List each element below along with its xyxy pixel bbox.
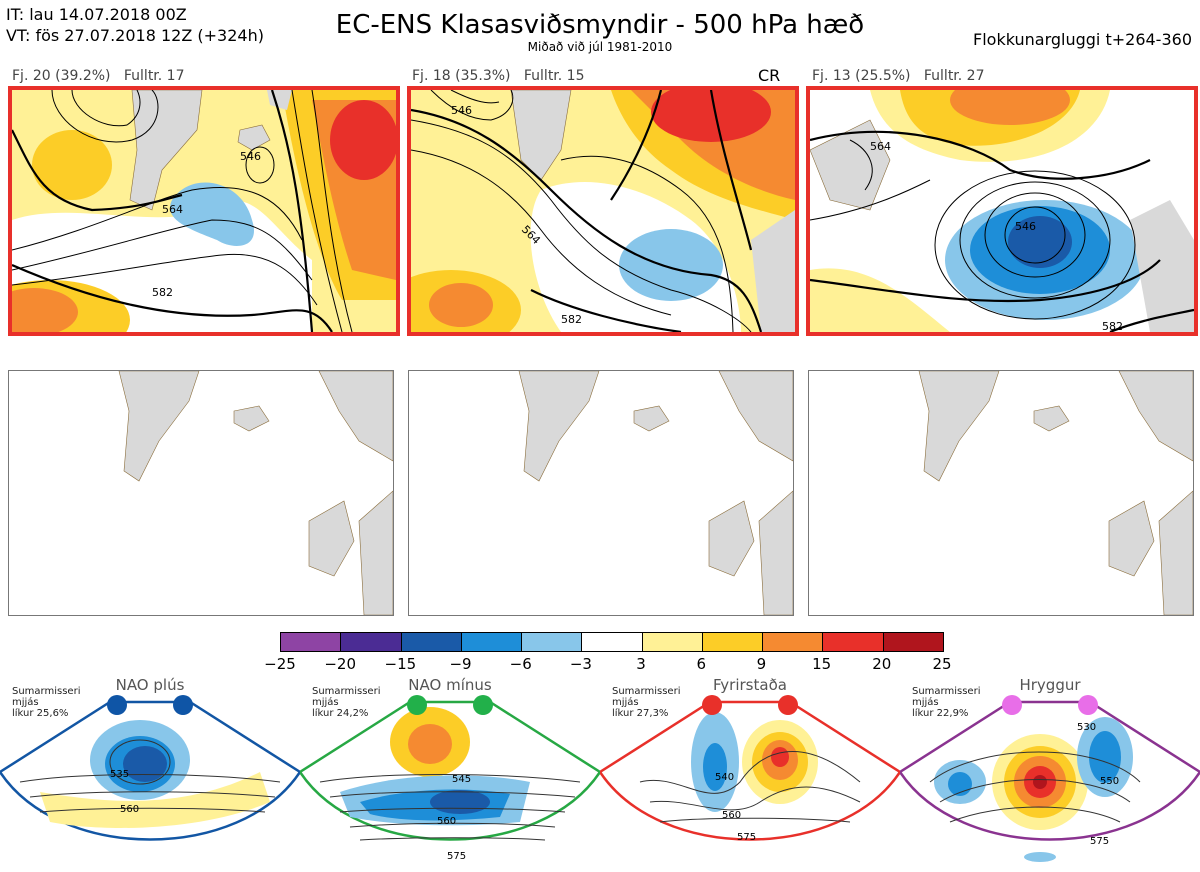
regime-contour-label: 540 bbox=[715, 772, 734, 783]
initial-time: IT: lau 14.07.2018 00Z bbox=[6, 5, 187, 24]
regime-note: Sumarmisseri mjjás líkur 22,9% bbox=[912, 686, 981, 719]
colorbar-swatch bbox=[763, 633, 824, 651]
colorbar-ticks: −25 −20 −15 −9 −6 −3 3 6 9 15 20 25 bbox=[260, 655, 960, 675]
regime-contour-label: 550 bbox=[1100, 776, 1119, 787]
cluster-1-contour-label: 564 bbox=[162, 203, 183, 216]
cluster-2-contour-label: 546 bbox=[451, 104, 472, 117]
regime-contour-label: 545 bbox=[452, 774, 471, 785]
regime-note: Sumarmisseri mjjás líkur 25,6% bbox=[12, 686, 81, 719]
colorbar-swatch bbox=[522, 633, 583, 651]
regime-contour-label: 575 bbox=[447, 851, 466, 862]
cluster-3-contour-label: 546 bbox=[1015, 220, 1036, 233]
colorbar-tick-label: 20 bbox=[872, 655, 892, 673]
cluster-3-contour-label: 582 bbox=[1102, 320, 1123, 332]
basemap-2 bbox=[408, 370, 794, 616]
page-title: EC-ENS Klasasviðsmyndir - 500 hPa hæð bbox=[335, 10, 865, 40]
regime-nao-plus: 535 560 NAO plús Sumarmisseri mjjás líkur … bbox=[0, 672, 300, 872]
regime-contour-label: 560 bbox=[120, 804, 139, 815]
regime-contour-label: 575 bbox=[1090, 836, 1109, 847]
colorbar-swatch bbox=[582, 633, 643, 651]
cluster-3-rep: Fulltr. 27 bbox=[923, 68, 985, 84]
colorbar-tick-label: −25 bbox=[264, 655, 296, 673]
colorbar-tick-label: −6 bbox=[509, 655, 532, 673]
colorbar-tick-label: 6 bbox=[696, 655, 707, 673]
regime-dot bbox=[702, 695, 722, 715]
regime-name: NAO plús bbox=[115, 676, 185, 694]
regime-name: NAO mínus bbox=[408, 676, 492, 694]
colorbar-swatch bbox=[823, 633, 884, 651]
regime-dot bbox=[778, 695, 798, 715]
regime-ridge: 530 550 575 Hryggur Sumarmisseri mjjás lík… bbox=[900, 672, 1200, 872]
cluster-1-map: 564 582 546 bbox=[8, 86, 400, 336]
cluster-1-rep: Fulltr. 17 bbox=[123, 68, 185, 84]
regime-blocking: 540 560 575 Fyrirstaða Sumarmisseri mjjás… bbox=[600, 672, 900, 872]
cluster-3-size: Fj. 13 (25.5%) bbox=[812, 68, 911, 84]
colorbar-swatch bbox=[401, 633, 462, 651]
cluster-2-rep: Fulltr. 15 bbox=[523, 68, 585, 84]
colorbar bbox=[280, 632, 944, 652]
cluster-3-contour-label: 564 bbox=[870, 140, 891, 153]
classification-window: Flokkunargluggi t+264-360 bbox=[973, 30, 1192, 49]
cluster-2-label: Fj. 18 (35.3%) Fulltr. 15 bbox=[412, 68, 585, 84]
cluster-1-label: Fj. 20 (39.2%) Fulltr. 17 bbox=[12, 68, 185, 84]
colorbar-tick-label: 3 bbox=[636, 655, 646, 673]
regime-contour-label: 535 bbox=[110, 769, 129, 780]
regime-name: Hryggur bbox=[1019, 676, 1081, 694]
regime-contour-label: 560 bbox=[437, 816, 456, 827]
regime-name: Fyrirstaða bbox=[713, 676, 787, 694]
basemap-1 bbox=[8, 370, 394, 616]
run-info: IT: lau 14.07.2018 00Z VT: fös 27.07.201… bbox=[6, 4, 264, 46]
valid-time: VT: fös 27.07.2018 12Z (+324h) bbox=[6, 26, 264, 45]
cluster-1-size: Fj. 20 (39.2%) bbox=[12, 68, 111, 84]
colorbar-tick-label: 25 bbox=[932, 655, 952, 673]
regime-dot bbox=[1078, 695, 1098, 715]
regime-contour-label: 575 bbox=[737, 832, 756, 843]
colorbar-swatch bbox=[883, 633, 943, 651]
cluster-2-map: 564 582 546 bbox=[407, 86, 799, 336]
regime-dot bbox=[107, 695, 127, 715]
cluster-1-contour-label: 546 bbox=[240, 150, 261, 163]
cluster-3-map: 564 546 582 bbox=[806, 86, 1198, 336]
cluster-1-contour-label: 582 bbox=[152, 286, 173, 299]
colorbar-tick-label: −15 bbox=[384, 655, 417, 673]
regime-nao-minus: 545 560 575 NAO mínus Sumarmisseri mjjás l… bbox=[300, 672, 600, 872]
colorbar-tick-label: 9 bbox=[756, 655, 767, 673]
cluster-2-size: Fj. 18 (35.3%) bbox=[412, 68, 511, 84]
colorbar-swatch bbox=[461, 633, 523, 651]
colorbar-swatch bbox=[341, 633, 402, 651]
colorbar-tick-label: −3 bbox=[569, 655, 592, 673]
regime-dot bbox=[407, 695, 427, 715]
colorbar-swatch bbox=[702, 633, 764, 651]
cluster-3-label: Fj. 13 (25.5%) Fulltr. 27 bbox=[812, 68, 985, 84]
regime-note: Sumarmisseri mjjás líkur 24,2% bbox=[312, 686, 381, 719]
colorbar-tick-label: 15 bbox=[812, 655, 832, 673]
colorbar-swatch bbox=[281, 633, 342, 651]
regime-dot bbox=[473, 695, 493, 715]
regime-dot bbox=[173, 695, 193, 715]
regime-dot bbox=[1002, 695, 1022, 715]
regime-note: Sumarmisseri mjjás líkur 27,3% bbox=[612, 686, 681, 719]
regime-contour-label: 530 bbox=[1077, 722, 1096, 733]
page-subtitle: Miðað við júl 1981-2010 bbox=[527, 40, 673, 54]
regime-contour-label: 560 bbox=[722, 810, 741, 821]
cluster-2-contour-label: 582 bbox=[561, 313, 582, 326]
colorbar-tick-label: −20 bbox=[324, 655, 356, 673]
cluster-2-tag: CR bbox=[758, 66, 781, 85]
basemap-3 bbox=[808, 370, 1194, 616]
colorbar-swatch bbox=[642, 633, 703, 651]
colorbar-tick-label: −9 bbox=[449, 655, 472, 673]
